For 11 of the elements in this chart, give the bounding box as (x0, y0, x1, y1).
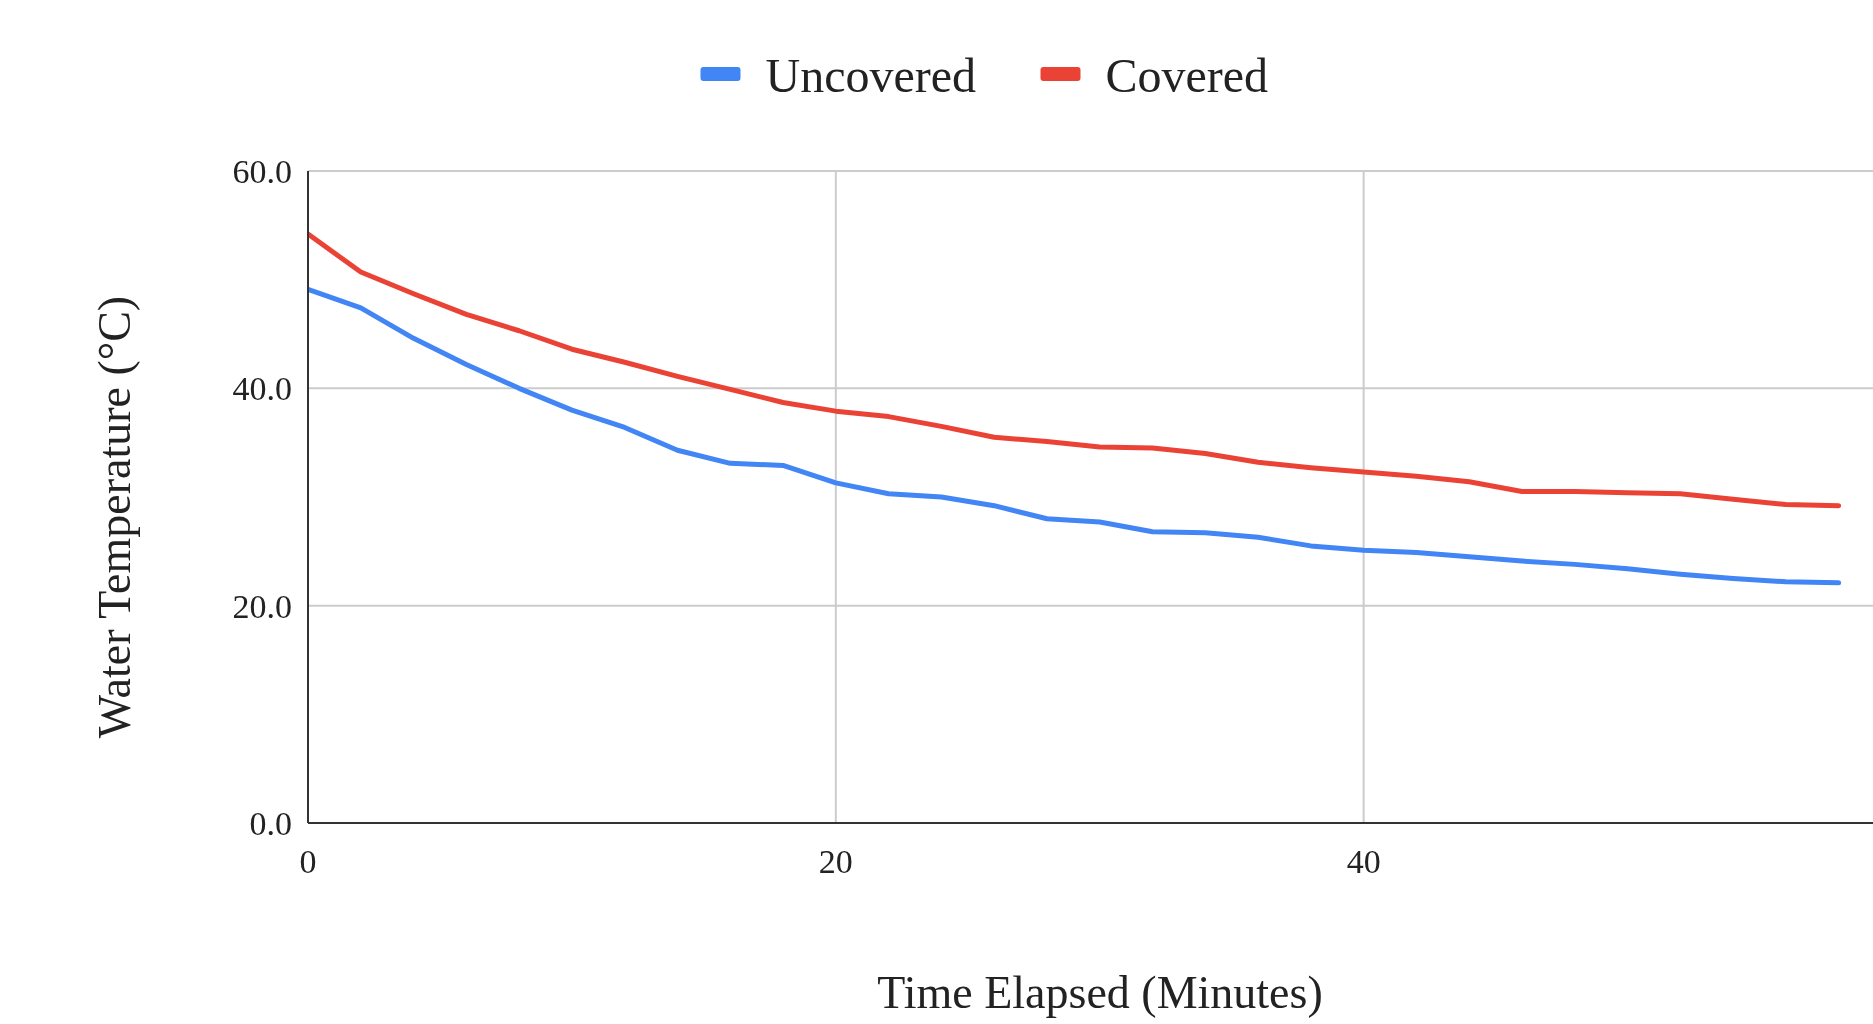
y-tick-label: 0.0 (249, 804, 292, 842)
x-tick-label: 40 (1346, 843, 1381, 880)
legend-label: Covered (1105, 48, 1269, 102)
y-axis-title: Water Temperature (°C) (89, 295, 140, 739)
x-tick-label: 20 (818, 843, 853, 880)
y-tick-label: 40.0 (232, 370, 292, 408)
y-tick-label: 60.0 (232, 152, 292, 190)
y-tick-label: 20.0 (232, 587, 292, 625)
x-axis-title: Time Elapsed (Minutes) (877, 967, 1323, 1018)
x-tick-label: 0 (299, 843, 317, 880)
legend-label: Uncovered (765, 48, 977, 102)
